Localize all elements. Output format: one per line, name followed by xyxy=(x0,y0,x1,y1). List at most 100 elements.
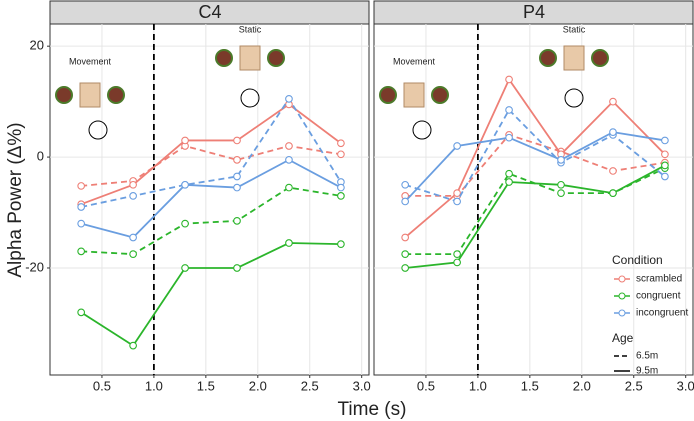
x-tick-label: 2.0 xyxy=(573,378,591,393)
series-line xyxy=(81,186,342,256)
point xyxy=(337,240,345,248)
y-tick-label: 20 xyxy=(30,38,44,53)
point xyxy=(401,197,410,206)
point xyxy=(557,189,565,197)
point xyxy=(77,247,86,256)
point xyxy=(181,264,189,272)
point xyxy=(77,203,86,211)
x-axis-label: Time (s) xyxy=(338,399,407,420)
point xyxy=(337,192,345,200)
x-tick-label: 1.5 xyxy=(521,378,539,393)
point xyxy=(129,180,137,189)
point xyxy=(285,142,293,150)
y-tick-label: 0 xyxy=(37,149,44,164)
point xyxy=(453,189,461,197)
stimulus-disc xyxy=(215,49,233,67)
annotation: Static xyxy=(239,24,262,34)
series-line xyxy=(80,242,341,347)
point xyxy=(337,183,345,192)
point xyxy=(233,183,241,192)
point xyxy=(505,75,513,84)
point xyxy=(557,156,565,164)
point xyxy=(661,172,669,181)
fixation-circle xyxy=(240,88,260,108)
point xyxy=(337,139,345,148)
series-line xyxy=(405,133,666,197)
point xyxy=(233,136,241,145)
legend-title: Condition xyxy=(612,253,663,267)
point xyxy=(661,161,669,170)
x-tick-label: 2.5 xyxy=(625,378,643,393)
stimulus-disc xyxy=(591,49,609,67)
x-tick-label: 0.5 xyxy=(417,378,435,393)
legend-swatch xyxy=(618,292,626,300)
x-tick-label: 1.0 xyxy=(469,378,487,393)
stimulus-image xyxy=(563,45,585,71)
point xyxy=(77,219,86,228)
point xyxy=(233,156,241,164)
point xyxy=(285,239,293,247)
point xyxy=(401,264,410,272)
point xyxy=(609,128,617,136)
stimulus-image xyxy=(239,45,261,71)
stimulus-disc xyxy=(431,86,449,104)
point xyxy=(505,169,513,178)
legend-swatch xyxy=(618,275,626,283)
fixation-circle xyxy=(564,88,584,108)
annotation: Static xyxy=(563,24,586,34)
x-tick-label: 0.5 xyxy=(93,378,111,393)
point xyxy=(285,183,293,192)
point xyxy=(233,264,241,272)
point xyxy=(453,197,461,206)
legend-swatch xyxy=(618,309,626,317)
series-line xyxy=(80,97,342,208)
plot-area xyxy=(49,23,370,376)
point xyxy=(557,180,565,189)
point xyxy=(401,250,410,258)
point xyxy=(285,95,293,103)
point xyxy=(285,156,293,164)
series-line xyxy=(404,108,666,203)
point xyxy=(661,150,669,159)
fixation-circle xyxy=(412,120,432,140)
point xyxy=(129,192,137,200)
annotation: Movement xyxy=(393,56,436,66)
point xyxy=(181,219,189,228)
point xyxy=(129,250,137,258)
stimulus-disc xyxy=(539,49,557,67)
stimulus-disc xyxy=(379,86,397,104)
point xyxy=(77,182,86,190)
series-line xyxy=(81,145,342,187)
y-tick-label: -20 xyxy=(25,259,44,274)
series-line xyxy=(80,103,342,206)
y-axis-label: Alpha Power (Δ%) xyxy=(5,122,26,277)
point xyxy=(181,136,189,145)
legend-label: scrambled xyxy=(636,274,682,285)
point xyxy=(505,106,513,114)
x-tick-label: 2.5 xyxy=(301,378,319,393)
point xyxy=(453,250,461,258)
legend-label: 6.5m xyxy=(636,351,658,362)
point xyxy=(401,180,410,189)
stimulus-image xyxy=(403,82,425,108)
x-tick-label: 2.0 xyxy=(249,378,267,393)
point xyxy=(181,180,189,189)
series-line xyxy=(405,164,666,269)
legend-label: congruent xyxy=(636,291,681,302)
x-tick-label: 3.0 xyxy=(677,378,694,393)
point xyxy=(233,172,241,181)
fixation-circle xyxy=(88,120,108,140)
x-tick-label: 1.0 xyxy=(145,378,163,393)
point xyxy=(609,97,617,106)
plot-area xyxy=(373,23,694,376)
stimulus-disc xyxy=(107,86,125,104)
legend-label: incongruent xyxy=(636,308,688,319)
point xyxy=(129,341,137,350)
panel-title: C4 xyxy=(198,2,221,22)
point xyxy=(609,167,617,175)
point xyxy=(609,189,617,197)
point xyxy=(453,258,461,267)
series-line xyxy=(404,131,666,203)
point xyxy=(453,142,461,150)
point xyxy=(129,233,137,242)
